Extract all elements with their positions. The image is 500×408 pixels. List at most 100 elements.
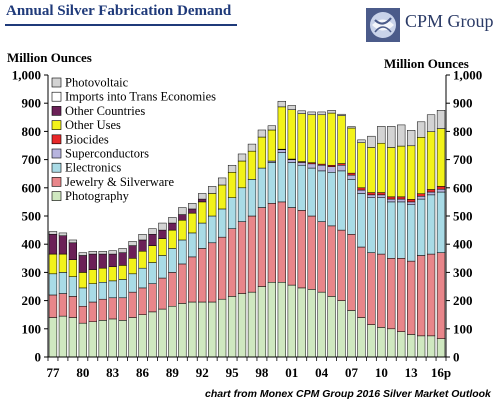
- bar-photography-1979: [68, 317, 77, 358]
- bar-electronics-1999: [267, 162, 276, 204]
- bar-photography-1987: [148, 311, 157, 358]
- bar-jewelry-silverware-1987: [148, 283, 157, 313]
- bar-jewelry-silverware-1997: [247, 215, 257, 293]
- bar-photography-1985: [128, 317, 137, 358]
- bar-photography-2000: [277, 282, 286, 358]
- bar-photography-1989: [168, 305, 177, 358]
- x-tick-label: 77: [46, 365, 60, 380]
- legend-label-imports-into-trans-economies: Imports into Trans Economies: [65, 90, 216, 104]
- bar-photovoltaic-1991: [188, 203, 197, 210]
- y-tick-label-right: 800: [453, 124, 473, 139]
- bar-other-uses-2010: [377, 142, 386, 193]
- bar-photography-2016p: [436, 338, 446, 358]
- legend-swatch-other-uses: [51, 120, 62, 130]
- bar-photovoltaic-1988: [158, 222, 167, 231]
- bar-electronics-2011: [387, 201, 396, 259]
- bar-other-uses-1986: [138, 251, 147, 269]
- y-tick-label-right: 300: [453, 265, 473, 280]
- bar-jewelry-silverware-1995: [227, 228, 237, 297]
- bar-electronics-1997: [247, 179, 257, 217]
- bar-other-countries-1978: [58, 235, 68, 255]
- bar-jewelry-silverware-1983: [108, 297, 117, 320]
- bar-other-uses-1982: [98, 267, 107, 283]
- bar-other-uses-1988: [158, 238, 167, 256]
- bar-superconductors-2009: [367, 194, 376, 198]
- bar-biocides-2008: [357, 187, 366, 191]
- bar-electronics-2004: [317, 170, 326, 222]
- bar-photography-1977: [48, 317, 58, 358]
- bar-electronics-1987: [148, 262, 157, 284]
- bar-photovoltaic-2004: [317, 111, 326, 116]
- bar-photovoltaic-2001: [287, 105, 296, 110]
- bar-jewelry-silverware-2008: [357, 246, 366, 318]
- x-tick-label: 89: [166, 365, 180, 380]
- bar-photovoltaic-1993: [208, 186, 217, 194]
- bar-superconductors-2005: [327, 166, 336, 173]
- legend-label-other-countries: Other Countries: [65, 104, 145, 118]
- bar-biocides-2010: [377, 192, 386, 196]
- bar-electronics-2003: [307, 167, 316, 217]
- x-tick-label: 92: [196, 365, 209, 380]
- bar-other-uses-2015: [426, 131, 436, 190]
- bar-other-uses-1990: [178, 219, 187, 241]
- bar-electronics-1996: [237, 187, 247, 222]
- bar-photovoltaic-2013: [407, 130, 416, 147]
- bar-other-uses-1999: [267, 129, 276, 162]
- y-tick-label-right: 0: [453, 350, 460, 365]
- bar-other-uses-1991: [188, 212, 197, 234]
- y-tick-label-left: 0: [35, 350, 42, 365]
- bar-electronics-2005: [327, 172, 336, 227]
- brand-name: CPM Group: [405, 11, 494, 31]
- y-tick-label-right: 600: [453, 180, 473, 195]
- legend-swatch-jewelry-silverware: [51, 177, 62, 187]
- bar-biocides-2009: [367, 192, 376, 196]
- bar-other-countries-1980: [78, 255, 87, 273]
- bar-other-uses-1978: [58, 253, 68, 273]
- bar-other-countries-1986: [138, 239, 147, 252]
- bar-other-uses-1980: [78, 272, 87, 289]
- x-tick-label: 01: [285, 365, 298, 380]
- legend-label-biocides: Biocides: [65, 132, 109, 146]
- bar-electronics-2016p: [436, 191, 446, 253]
- bar-jewelry-silverware-2001: [287, 207, 296, 286]
- bar-photovoltaic-2006: [337, 113, 346, 116]
- bar-photography-2007: [347, 310, 356, 358]
- bar-other-uses-2011: [387, 147, 396, 198]
- bar-other-uses-2016p: [436, 128, 446, 187]
- legend-label-superconductors: Superconductors: [65, 147, 149, 161]
- y-tick-label-right: 400: [453, 237, 473, 252]
- bar-jewelry-silverware-2011: [387, 258, 396, 330]
- bar-photography-2006: [337, 300, 346, 358]
- bar-jewelry-silverware-2014: [416, 255, 426, 337]
- bar-other-uses-1995: [227, 172, 237, 198]
- bar-other-uses-1985: [128, 258, 137, 275]
- x-tick-label: 80: [76, 365, 89, 380]
- bar-other-uses-2008: [357, 142, 366, 189]
- bar-electronics-1978: [58, 272, 68, 294]
- bar-superconductors-2006: [337, 164, 346, 172]
- bar-photovoltaic-1997: [247, 143, 257, 152]
- bar-jewelry-silverware-1994: [217, 236, 227, 300]
- bar-electronics-1992: [198, 222, 207, 249]
- legend-label-electronics: Electronics: [65, 161, 121, 175]
- bar-other-uses-2002: [297, 113, 306, 162]
- bar-photography-1984: [118, 320, 127, 358]
- bar-photography-1978: [58, 315, 68, 358]
- y-tick-label-left: 600: [22, 180, 42, 195]
- bar-electronics-2013: [407, 204, 416, 262]
- bar-other-uses-1992: [198, 201, 207, 224]
- bar-electronics-2000: [277, 152, 286, 203]
- bar-other-countries-1989: [168, 222, 177, 231]
- bar-photovoltaic-1992: [198, 193, 207, 200]
- bar-jewelry-silverware-2003: [307, 215, 316, 290]
- bar-photovoltaic-2009: [367, 135, 376, 148]
- bar-other-uses-1987: [148, 245, 157, 263]
- bar-photography-2004: [317, 291, 326, 358]
- bar-photovoltaic-1998: [257, 129, 267, 138]
- bar-other-uses-2012: [397, 145, 406, 198]
- y-tick-label-left: 300: [22, 265, 42, 280]
- bar-other-uses-2004: [317, 114, 326, 165]
- bar-jewelry-silverware-1991: [188, 256, 197, 303]
- bar-photovoltaic-2016p: [436, 110, 446, 129]
- bar-biocides-2007: [347, 172, 356, 176]
